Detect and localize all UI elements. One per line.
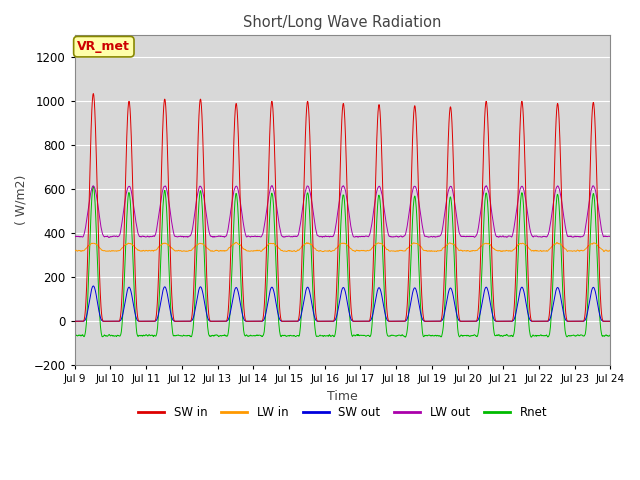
Legend: SW in, LW in, SW out, LW out, Rnet: SW in, LW in, SW out, LW out, Rnet [133,401,552,424]
Text: VR_met: VR_met [77,40,131,53]
X-axis label: Time: Time [327,390,358,403]
Y-axis label: ( W/m2): ( W/m2) [15,175,28,226]
Title: Short/Long Wave Radiation: Short/Long Wave Radiation [243,15,442,30]
